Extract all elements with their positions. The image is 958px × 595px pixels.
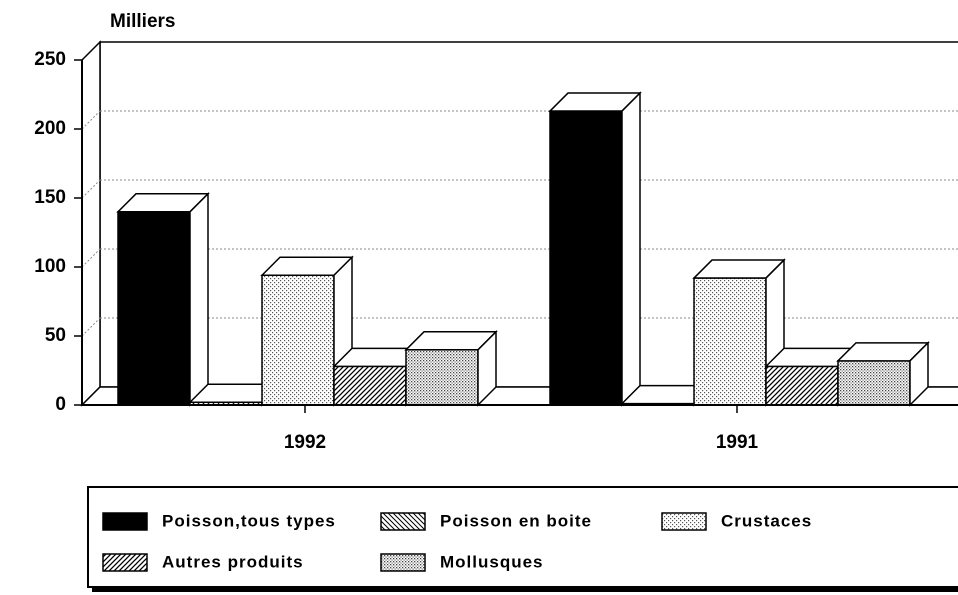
y-tick-label: 100 [34,256,66,277]
bar [549,110,623,406]
y-tick-label: 0 [55,394,66,415]
legend-label: Mollusques [440,552,544,571]
legend-label: Crustaces [721,511,812,530]
bar-side [621,91,641,407]
bar [405,349,479,406]
legend-label: Autres produits [162,552,304,571]
grid-line [81,179,101,199]
grid-line [81,317,101,337]
grid-line [81,110,101,130]
legend-swatch [661,512,707,531]
legend-swatch [102,553,148,572]
bar [333,365,407,406]
bar [765,365,839,406]
legend-swatch [380,512,426,531]
bar-side [477,329,497,407]
legend-box [87,486,958,588]
bar-side [909,341,929,407]
bar [117,211,191,406]
y-tick-label: 200 [34,118,66,139]
bar [693,277,767,406]
y-tick-label: 150 [34,187,66,208]
side-wall [81,40,101,407]
legend-swatch [380,553,426,572]
bar [837,360,911,406]
bar [261,274,335,406]
grid-line [81,248,101,268]
y-tick-label: 50 [45,325,66,346]
y-tick-label: 250 [34,49,66,70]
legend-swatch [102,512,148,531]
y-axis-label: Milliers [110,11,175,32]
back-wall [99,41,958,388]
legend-label: Poisson en boite [440,511,592,530]
x-tick-label: 1991 [716,432,759,453]
bar-side [189,191,209,407]
x-tick-label: 1992 [284,432,326,453]
legend-label: Poisson,tous types [162,511,336,530]
